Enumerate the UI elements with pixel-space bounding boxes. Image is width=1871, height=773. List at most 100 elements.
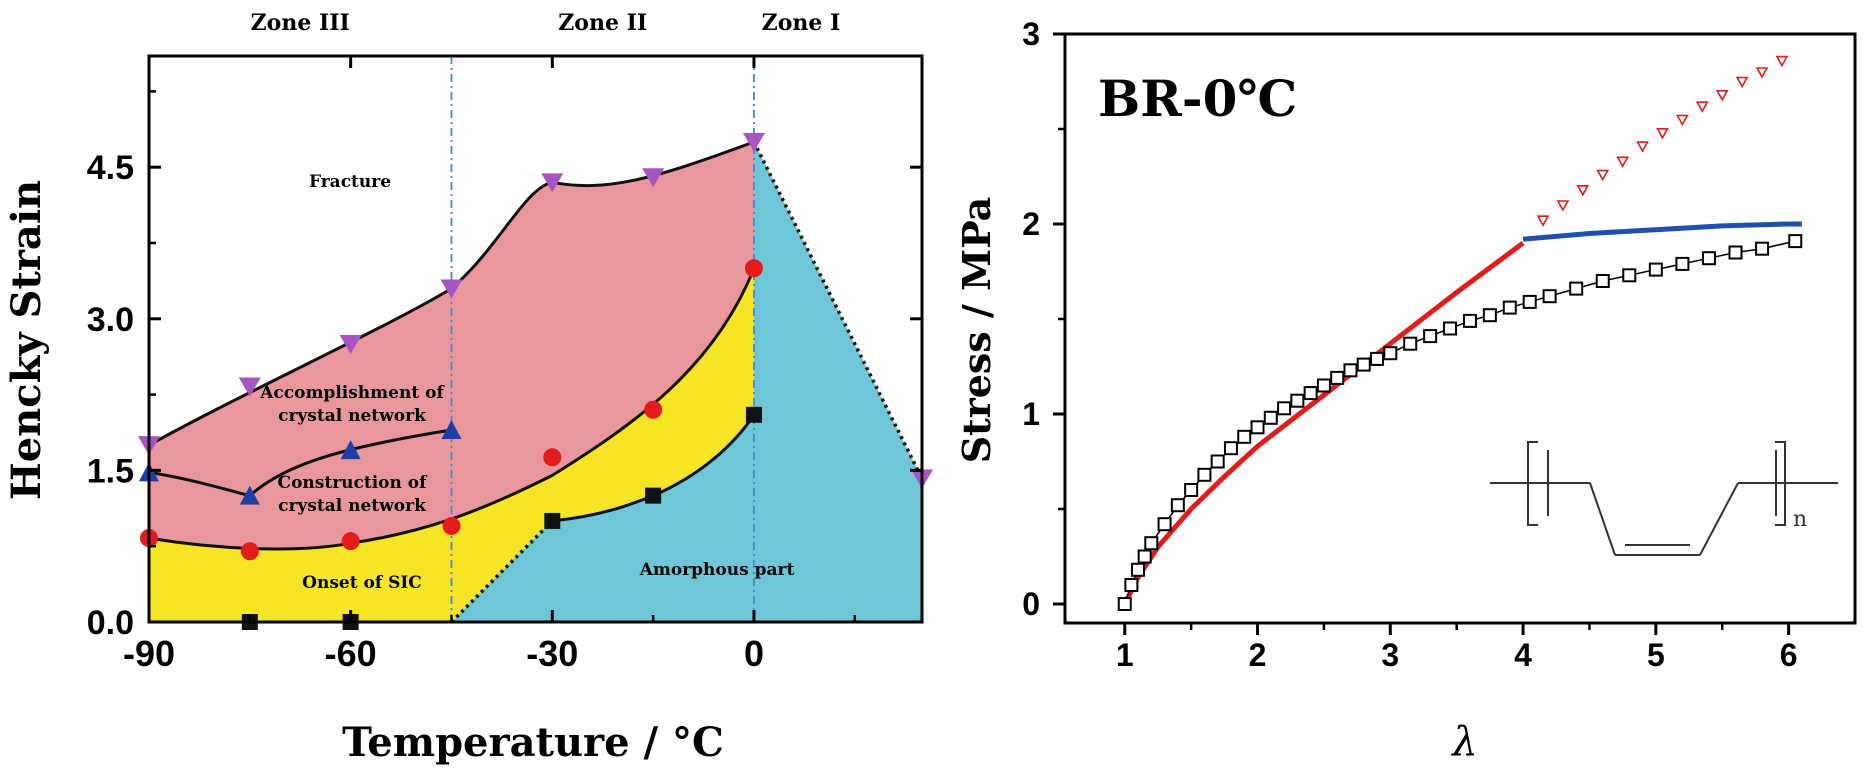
- square-point-20: [1356, 357, 1371, 372]
- square-point-37: [1728, 245, 1743, 260]
- square-point-21: [1370, 351, 1385, 366]
- y-tick-label-right-0: 0: [1022, 586, 1040, 622]
- triangle-point-4: [1616, 156, 1630, 168]
- accomplishment-curve: [148, 428, 452, 498]
- square-point-19: [1343, 363, 1358, 378]
- square-point-28: [1502, 300, 1517, 315]
- zone-label-1: Zone II: [558, 10, 647, 36]
- square-point-1: [1124, 578, 1139, 592]
- data-markers: [138, 132, 933, 630]
- series-line-2: [1522, 221, 1802, 242]
- marker-s3-3: [645, 487, 662, 504]
- x-axis-label: Temperature / °C: [342, 719, 724, 766]
- triangle-point-1: [1556, 200, 1570, 212]
- marker-s0-3: [440, 279, 463, 299]
- region-labels: Fracture Accomplishment of crystal netwo…: [259, 172, 794, 593]
- region-amorphous: [451, 141, 922, 622]
- square-point-35: [1675, 256, 1690, 271]
- plot-frame: [147, 54, 924, 624]
- phase-boundary-curves: [148, 140, 924, 624]
- region-label-amorphous: Amorphous part: [639, 560, 795, 580]
- stress-strain-panel: 1 2 3 4 5 6 0 1 2 3 BR-0℃ Stress / MPa λ n: [954, 16, 1857, 765]
- triangle-point-5: [1636, 141, 1649, 153]
- y-axis-label-right: Stress / MPa: [954, 197, 999, 464]
- y-tick-label-right-3: 3: [1022, 16, 1040, 52]
- plot-frame-right: [1063, 32, 1857, 625]
- marker-s1-3: [441, 419, 462, 439]
- marker-s1-2: [340, 440, 361, 460]
- marker-s1-1: [239, 485, 260, 505]
- y-axis-label: Hencky Strain: [3, 180, 50, 500]
- chart-title: BR-0℃: [1098, 69, 1297, 128]
- marker-s2-6: [744, 259, 763, 278]
- inset-subscript: n: [1793, 507, 1807, 532]
- x-axis-label-right: λ: [1450, 719, 1477, 765]
- zone-label-2: Zone I: [762, 10, 841, 36]
- square-point-27: [1482, 308, 1497, 323]
- zone-labels: Zone III Zone II Zone I: [251, 10, 841, 36]
- square-point-10: [1223, 441, 1238, 456]
- axis-ticks: [147, 56, 922, 624]
- phase-diagram-panel: -90 -60 -30 00.01.53.04.5 Zone III Zone II Zo…: [3, 10, 933, 766]
- data-series-right: [1117, 55, 1803, 611]
- marker-s2-1: [240, 542, 259, 561]
- marker-s0-6: [742, 132, 765, 152]
- y-tick-label-3: 4.5: [87, 149, 134, 187]
- x-tick-label-3: 0: [744, 633, 764, 674]
- marker-s3-2: [544, 512, 561, 529]
- square-point-9: [1210, 454, 1225, 469]
- marker-s0-5: [642, 168, 665, 188]
- square-point-12: [1250, 420, 1265, 435]
- square-point-13: [1263, 410, 1278, 425]
- region-label-construction-2: crystal network: [278, 496, 427, 516]
- x-tick-label-1: -60: [325, 633, 377, 674]
- zone-label-0: Zone III: [251, 10, 350, 36]
- dotted-boundary-left: [450, 519, 554, 624]
- marker-s2-2: [341, 532, 360, 551]
- triangle-point-6: [1656, 128, 1669, 140]
- tick-labels-right: 1 2 3 4 5 6 0 1 2 3: [1022, 16, 1797, 673]
- marker-s2-4: [543, 448, 562, 467]
- marker-s2-3: [442, 516, 461, 535]
- region-label-construction-1: Construction of: [278, 473, 429, 493]
- square-point-29: [1522, 294, 1537, 309]
- square-point-0: [1117, 597, 1132, 611]
- square-point-17: [1316, 378, 1331, 393]
- triangle-point-11: [1755, 67, 1769, 79]
- x-tick-label-right-1: 2: [1249, 637, 1267, 673]
- triangle-point-8: [1695, 101, 1709, 113]
- fracture-curve: [148, 140, 755, 447]
- polybutadiene-structure-inset: [1490, 441, 1838, 556]
- square-point-23: [1403, 336, 1418, 351]
- x-tick-label-2: -30: [526, 633, 578, 674]
- square-point-33: [1622, 268, 1637, 283]
- square-point-24: [1423, 329, 1438, 344]
- square-point-16: [1303, 386, 1318, 401]
- region-label-onset: Onset of SIC: [302, 573, 422, 593]
- square-point-38: [1755, 241, 1770, 256]
- square-point-18: [1330, 370, 1345, 385]
- triangle-point-10: [1735, 76, 1749, 89]
- marker-s0-2: [339, 335, 362, 355]
- region-label-accomplishment-1: Accomplishment of: [259, 383, 445, 403]
- y-tick-label-2: 3.0: [87, 301, 134, 339]
- marker-s0-1: [238, 377, 261, 397]
- square-point-31: [1569, 281, 1584, 296]
- triangle-point-9: [1715, 90, 1729, 102]
- square-point-3: [1137, 549, 1152, 564]
- triangle-point-7: [1676, 114, 1689, 127]
- square-point-6: [1170, 498, 1185, 513]
- square-point-36: [1701, 251, 1716, 266]
- square-point-15: [1290, 393, 1305, 408]
- sic-onset-curve: [148, 267, 756, 551]
- x-tick-label-right-2: 3: [1381, 637, 1399, 673]
- square-point-26: [1462, 313, 1477, 328]
- square-point-14: [1277, 401, 1292, 416]
- y-tick-label-1: 1.5: [87, 452, 134, 490]
- triangle-point-0: [1536, 215, 1550, 227]
- square-point-8: [1197, 467, 1212, 482]
- region-label-fracture: Fracture: [309, 172, 391, 192]
- tick-labels: -90 -60 -30 0 0.0 1.5 3.0 4.5: [87, 149, 764, 674]
- x-tick-label-right-0: 1: [1116, 637, 1134, 673]
- square-point-32: [1595, 274, 1610, 288]
